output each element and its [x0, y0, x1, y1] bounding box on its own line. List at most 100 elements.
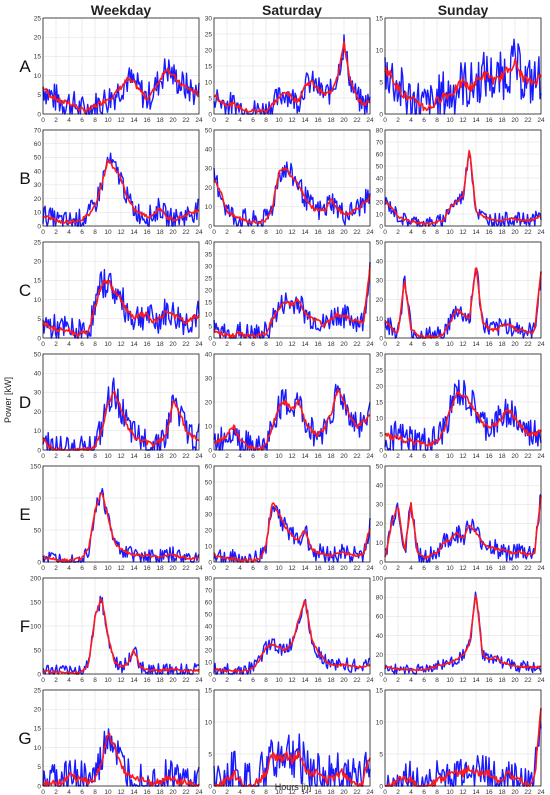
- x-tick-label: 8: [93, 117, 97, 124]
- y-tick-label: 20: [34, 409, 42, 416]
- x-tick-label: 12: [459, 229, 467, 236]
- x-tick-label: 6: [80, 341, 84, 348]
- x-tick-label: 18: [156, 565, 164, 572]
- x-tick-label: 4: [238, 565, 242, 572]
- x-tick-label: 24: [537, 677, 545, 684]
- x-tick-label: 18: [498, 677, 506, 684]
- y-tick-label: 30: [376, 187, 384, 194]
- x-tick-label: 14: [301, 341, 309, 348]
- y-tick-label: 0: [379, 111, 383, 118]
- x-tick-label: 6: [422, 117, 426, 124]
- x-tick-label: 22: [524, 789, 532, 795]
- x-tick-label: 4: [67, 229, 71, 236]
- y-tick-label: 10: [34, 73, 42, 80]
- x-tick-label: 8: [435, 341, 439, 348]
- x-tick-label: 0: [212, 565, 216, 572]
- x-tick-label: 2: [396, 789, 400, 795]
- y-tick-label: 20: [205, 647, 213, 654]
- x-tick-label: 14: [472, 229, 480, 236]
- y-tick-label: 10: [376, 47, 384, 54]
- plot-frame: [384, 129, 542, 227]
- x-tick-label: 22: [524, 229, 532, 236]
- x-tick-label: 4: [238, 453, 242, 460]
- x-tick-label: 10: [275, 789, 283, 795]
- x-tick-label: 16: [314, 229, 322, 236]
- x-tick-label: 20: [511, 229, 519, 236]
- y-tick-label: 60: [205, 599, 213, 606]
- plot-frame: [384, 465, 542, 563]
- x-tick-label: 12: [288, 341, 296, 348]
- x-tick-label: 6: [422, 677, 426, 684]
- x-tick-label: 18: [498, 453, 506, 460]
- x-tick-label: 10: [275, 565, 283, 572]
- x-tick-label: 16: [143, 453, 151, 460]
- y-tick-label: 10: [34, 210, 42, 217]
- x-tick-label: 18: [327, 117, 335, 124]
- series-mean-line: [384, 595, 542, 672]
- x-tick-label: 2: [396, 565, 400, 572]
- x-tick-label: 6: [251, 117, 255, 124]
- y-tick-label: 5: [37, 764, 41, 771]
- series-mean-line: [384, 58, 542, 112]
- series-mean-line: [42, 492, 200, 563]
- x-tick-label: 6: [422, 453, 426, 460]
- x-tick-label: 16: [485, 229, 493, 236]
- row-letter-e: E: [19, 505, 30, 524]
- y-tick-label: 60: [34, 141, 42, 148]
- x-tick-label: 24: [195, 565, 203, 572]
- y-tick-label: 15: [34, 54, 42, 61]
- x-tick-label: 12: [459, 341, 467, 348]
- y-tick-label: 50: [205, 611, 213, 618]
- x-tick-label: 20: [340, 453, 348, 460]
- y-tick-label: 5: [208, 751, 212, 758]
- x-tick-label: 8: [264, 677, 268, 684]
- y-tick-label: 60: [376, 151, 384, 158]
- y-tick-label: 30: [205, 15, 213, 22]
- y-tick-label: 20: [376, 383, 384, 390]
- series-mean-line: [42, 159, 200, 225]
- x-tick-label: 20: [511, 677, 519, 684]
- x-tick-label: 12: [117, 677, 125, 684]
- x-tick-label: 16: [485, 453, 493, 460]
- y-tick-label: 30: [205, 166, 213, 173]
- series-mean-line: [384, 149, 542, 226]
- x-tick-label: 14: [301, 117, 309, 124]
- y-tick-label: 150: [30, 599, 41, 606]
- x-tick-label: 22: [353, 565, 361, 572]
- x-tick-label: 0: [212, 229, 216, 236]
- y-tick-label: 70: [376, 139, 384, 146]
- y-tick-label: 100: [372, 575, 383, 582]
- x-tick-label: 0: [41, 341, 45, 348]
- x-tick-label: 24: [366, 677, 374, 684]
- y-tick-label: 10: [376, 540, 384, 547]
- y-tick-label: 0: [208, 783, 212, 790]
- y-tick-label: 25: [205, 31, 213, 38]
- x-tick-label: 4: [409, 117, 413, 124]
- y-tick-label: 40: [376, 175, 384, 182]
- x-tick-label: 16: [485, 565, 493, 572]
- series-mean-line: [213, 388, 371, 451]
- x-tick-label: 8: [264, 341, 268, 348]
- x-tick-label: 22: [353, 677, 361, 684]
- x-tick-label: 2: [396, 341, 400, 348]
- x-tick-label: 0: [212, 117, 216, 124]
- x-tick-label: 4: [67, 341, 71, 348]
- x-tick-label: 4: [238, 789, 242, 795]
- x-tick-label: 4: [409, 565, 413, 572]
- plot-frame: [213, 577, 371, 675]
- plot-frame: [42, 465, 200, 563]
- x-tick-label: 20: [340, 341, 348, 348]
- y-tick-label: 60: [205, 463, 213, 470]
- y-tick-label: 30: [205, 375, 213, 382]
- y-tick-label: 0: [37, 671, 41, 678]
- y-tick-label: 30: [34, 390, 42, 397]
- x-tick-label: 0: [212, 453, 216, 460]
- series-mean-line: [213, 265, 371, 339]
- y-tick-label: 10: [205, 204, 213, 211]
- x-tick-label: 8: [264, 789, 268, 795]
- x-tick-label: 6: [80, 789, 84, 795]
- y-tick-label: 15: [376, 399, 384, 406]
